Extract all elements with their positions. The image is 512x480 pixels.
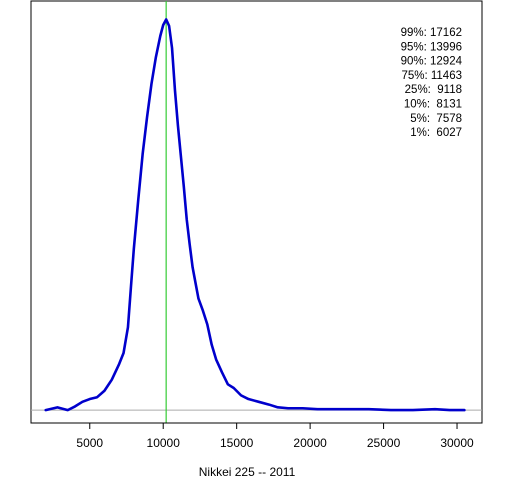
- quantile-label: 25%: 9118: [405, 84, 462, 96]
- quantile-label: 95%: 13996: [401, 41, 462, 53]
- x-tick-label: 30000: [440, 436, 474, 450]
- x-axis-label: Nikkei 225 -- 2011: [199, 465, 296, 479]
- quantile-label: 1%: 6027: [407, 127, 462, 139]
- x-tick-label: 25000: [367, 436, 401, 450]
- x-axis-ticks: 5000 10000 15000 20000 25000 30000: [76, 423, 474, 450]
- x-tick-label: 15000: [220, 436, 254, 450]
- quantile-label: 5%: 7578: [407, 113, 462, 125]
- quantile-label: 75%: 11463: [401, 70, 462, 82]
- quantile-label: 90%: 12924: [401, 56, 463, 68]
- x-tick-label: 20000: [293, 436, 327, 450]
- x-tick-label: 5000: [76, 436, 103, 450]
- x-tick-label: 10000: [147, 436, 181, 450]
- quantile-label: 99%: 17162: [401, 27, 462, 39]
- density-curve: [44, 18, 466, 412]
- quantile-label: 10%: 8131: [404, 99, 462, 111]
- quantile-annotations: 99%: 17162 95%: 13996 90%: 12924 75%: 11463…: [401, 27, 463, 139]
